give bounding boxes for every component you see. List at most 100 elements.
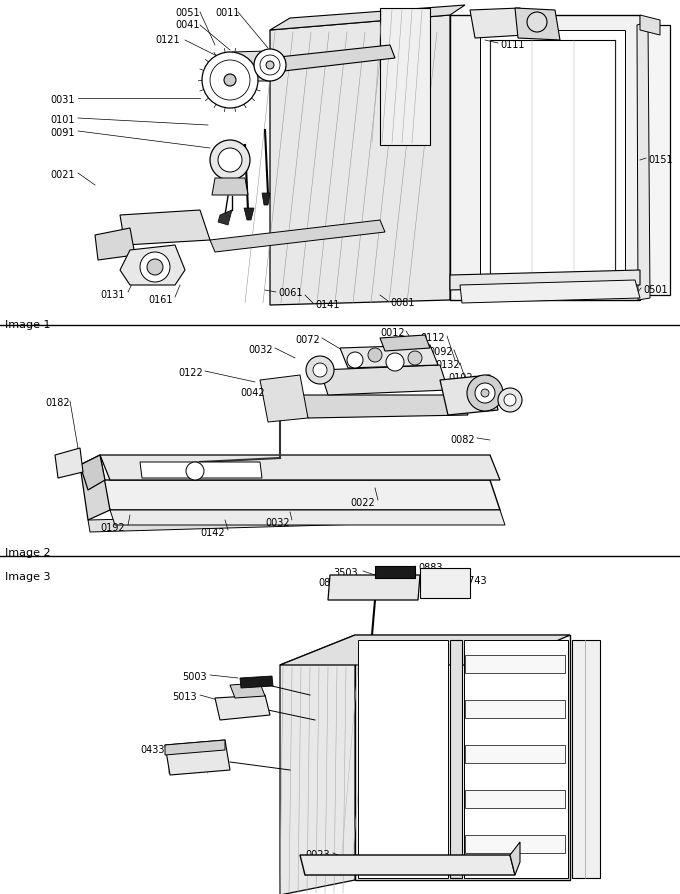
Text: 0032: 0032 <box>265 518 290 528</box>
Polygon shape <box>210 220 385 252</box>
Circle shape <box>260 55 280 75</box>
Circle shape <box>266 61 274 69</box>
Text: 5013: 5013 <box>172 692 197 702</box>
Polygon shape <box>260 375 308 422</box>
Polygon shape <box>262 193 270 205</box>
Text: Image 3: Image 3 <box>5 572 50 582</box>
Text: 0121: 0121 <box>155 35 180 45</box>
Text: 0192: 0192 <box>100 523 124 533</box>
Polygon shape <box>640 15 660 35</box>
Text: 0131: 0131 <box>100 290 124 300</box>
Polygon shape <box>572 640 600 878</box>
Text: 0141: 0141 <box>315 300 339 310</box>
Polygon shape <box>244 208 254 220</box>
Polygon shape <box>470 8 525 38</box>
Polygon shape <box>465 835 565 853</box>
Polygon shape <box>95 228 135 260</box>
Circle shape <box>475 383 495 403</box>
Text: 0042: 0042 <box>240 388 265 398</box>
Polygon shape <box>100 480 500 510</box>
Text: 0011: 0011 <box>215 8 239 18</box>
Polygon shape <box>465 790 565 808</box>
Circle shape <box>467 375 503 411</box>
Polygon shape <box>464 640 568 878</box>
Circle shape <box>527 12 547 32</box>
Text: 0501: 0501 <box>643 285 668 295</box>
Polygon shape <box>165 740 230 775</box>
Polygon shape <box>218 210 232 225</box>
Polygon shape <box>80 455 105 490</box>
Polygon shape <box>165 740 225 755</box>
Polygon shape <box>300 855 515 875</box>
Polygon shape <box>120 210 210 245</box>
Polygon shape <box>358 640 448 878</box>
Circle shape <box>254 49 286 81</box>
Text: Image 2: Image 2 <box>5 548 50 558</box>
Circle shape <box>368 348 382 362</box>
Polygon shape <box>465 655 565 673</box>
Polygon shape <box>510 842 520 875</box>
Circle shape <box>218 148 242 172</box>
Circle shape <box>210 140 250 180</box>
Polygon shape <box>220 51 278 81</box>
Text: 0112: 0112 <box>420 333 445 343</box>
Polygon shape <box>215 695 270 720</box>
Text: 0453: 0453 <box>310 867 335 877</box>
Polygon shape <box>110 510 505 525</box>
Polygon shape <box>140 462 262 478</box>
Text: 0061: 0061 <box>278 288 303 298</box>
Text: 0101: 0101 <box>50 115 75 125</box>
Text: 0032: 0032 <box>248 345 273 355</box>
Polygon shape <box>280 635 355 894</box>
Text: 0092: 0092 <box>428 347 453 357</box>
Text: 0883: 0883 <box>418 563 443 573</box>
Polygon shape <box>380 8 430 145</box>
Circle shape <box>224 74 236 86</box>
Circle shape <box>202 52 258 108</box>
Text: 0082: 0082 <box>450 435 475 445</box>
Circle shape <box>186 462 204 480</box>
Polygon shape <box>375 566 415 578</box>
Polygon shape <box>270 45 395 72</box>
Polygon shape <box>637 22 650 300</box>
Circle shape <box>147 259 163 275</box>
Polygon shape <box>645 25 670 295</box>
Text: 0743: 0743 <box>462 576 487 586</box>
Circle shape <box>386 353 404 371</box>
Text: 0023: 0023 <box>305 850 330 860</box>
Polygon shape <box>450 270 640 290</box>
Text: 5003: 5003 <box>182 672 207 682</box>
Polygon shape <box>465 700 565 718</box>
Text: Image 1: Image 1 <box>5 320 50 330</box>
Polygon shape <box>450 15 640 300</box>
Text: 0111: 0111 <box>500 40 524 50</box>
Polygon shape <box>212 178 248 195</box>
Polygon shape <box>88 510 502 532</box>
Circle shape <box>498 388 522 412</box>
Polygon shape <box>355 635 570 880</box>
Polygon shape <box>328 575 420 600</box>
Text: 0823: 0823 <box>318 578 343 588</box>
Text: 0142: 0142 <box>200 528 224 538</box>
Text: 0021: 0021 <box>50 170 75 180</box>
Circle shape <box>140 252 170 282</box>
Circle shape <box>313 363 327 377</box>
Text: 0022: 0022 <box>350 498 375 508</box>
Polygon shape <box>55 448 83 478</box>
Text: 0081: 0081 <box>390 298 415 308</box>
Polygon shape <box>380 335 430 351</box>
Text: 0122: 0122 <box>178 368 203 378</box>
Polygon shape <box>120 245 185 285</box>
Circle shape <box>408 351 422 365</box>
Text: 0132: 0132 <box>435 360 460 370</box>
Polygon shape <box>465 745 565 763</box>
Circle shape <box>481 389 489 397</box>
Polygon shape <box>270 15 450 305</box>
Text: 0051: 0051 <box>175 8 200 18</box>
Polygon shape <box>280 635 570 665</box>
Polygon shape <box>80 455 110 520</box>
Text: 0091: 0091 <box>50 128 75 138</box>
Polygon shape <box>270 5 465 30</box>
Polygon shape <box>480 30 625 285</box>
Polygon shape <box>340 345 438 368</box>
